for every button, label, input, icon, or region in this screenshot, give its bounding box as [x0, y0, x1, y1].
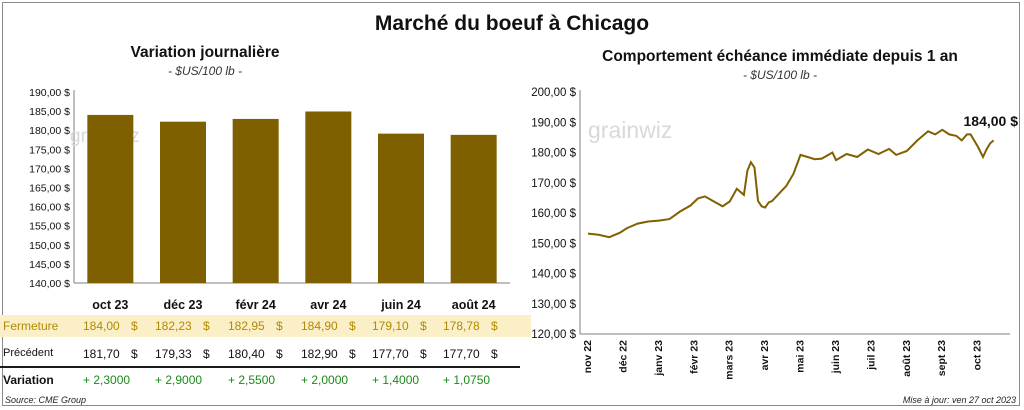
bar-y-tick-label: 150,00 $ [29, 240, 70, 252]
line-y-tick-label: 200,00 $ [531, 87, 576, 99]
line-x-tick-label: janv 23 [653, 340, 665, 377]
cell-dollar: $ [276, 319, 283, 333]
bar-category-label: août 24 [452, 298, 496, 312]
line-x-tick-label: févr 23 [688, 340, 700, 374]
left-chart-unit: - $US/100 lb - [167, 64, 243, 78]
cell-variation-juin24: + 1,4000 [372, 373, 420, 387]
cell-variation-avr24: + 2,0000 [301, 373, 349, 387]
left-chart-title: Variation journalière [130, 44, 280, 61]
bar-y-tick-label: 155,00 $ [29, 221, 70, 233]
bar [450, 134, 497, 283]
row-label-precedent: Précédent [3, 347, 54, 359]
row-label-fermeture: Fermeture [3, 319, 59, 333]
cell-fermeture-aout24: 178,78 [443, 319, 480, 333]
line-y-tick-label: 130,00 $ [531, 299, 576, 311]
line-x-tick-label: nov 22 [582, 340, 594, 373]
bar-category-label: oct 23 [92, 298, 128, 312]
cell-dollar: $ [349, 347, 356, 361]
bar-category-label: avr 24 [310, 298, 346, 312]
line-y-tick-label: 180,00 $ [531, 148, 576, 160]
right-chart-unit: - $US/100 lb - [742, 68, 818, 82]
cell-precedent-fev24: 180,40 [228, 347, 265, 361]
cell-fermeture-avr24: 184,90 [301, 319, 338, 333]
cell-dollar: $ [276, 347, 283, 361]
bar-category-label: juin 24 [380, 298, 421, 312]
line-y-tick-label: 190,00 $ [531, 117, 576, 129]
bar-y-tick-label: 180,00 $ [29, 125, 70, 137]
cell-dollar: $ [203, 319, 210, 333]
bar-y-tick-label: 145,00 $ [29, 259, 70, 271]
table-divider [0, 366, 520, 368]
outer-frame [2, 2, 1020, 406]
line-x-tick-label: mars 23 [724, 340, 736, 380]
row-label-variation: Variation [3, 373, 54, 387]
cell-precedent-juin24: 177,70 [372, 347, 409, 361]
series-line [587, 128, 995, 239]
line-x-tick-label: déc 22 [617, 340, 629, 373]
cell-precedent-aout24: 177,70 [443, 347, 480, 361]
table-row-variation: Variation + 2,3000 + 2,9000 + 2,5500 + 2… [0, 369, 520, 391]
bar-y-tick-label: 190,00 $ [29, 87, 70, 99]
cell-dollar: $ [349, 319, 356, 333]
cell-dollar: $ [491, 347, 498, 361]
right-watermark: grainwiz [588, 117, 672, 143]
bar-y-tick-label: 140,00 $ [29, 278, 70, 290]
bar [160, 121, 206, 283]
line-x-tick-label: oct 23 [972, 340, 984, 371]
bar [87, 114, 134, 283]
cell-variation-fev24: + 2,5500 [228, 373, 276, 387]
bar-y-tick-label: 185,00 $ [29, 106, 70, 118]
cell-variation-aout24: + 1,0750 [443, 373, 491, 387]
bar [378, 133, 424, 283]
cell-dollar: $ [203, 347, 210, 361]
bar-y-tick-label: 165,00 $ [29, 183, 70, 195]
bar [305, 111, 352, 284]
cell-dollar: $ [420, 319, 427, 333]
right-chart-title: Comportement échéance immédiate depuis 1… [602, 48, 958, 65]
line-x-tick-label: août 23 [901, 340, 913, 377]
bar-y-tick-label: 170,00 $ [29, 163, 70, 175]
line-x-tick-label: juin 23 [830, 340, 842, 374]
cell-fermeture-juin24: 179,10 [372, 319, 409, 333]
cell-variation-dec23: + 2,9000 [155, 373, 203, 387]
footer-source: Source: CME Group [5, 395, 87, 405]
cell-dollar: $ [491, 319, 498, 333]
line-y-tick-label: 160,00 $ [531, 208, 576, 220]
cell-dollar: $ [420, 347, 427, 361]
footer-update: Mise à jour: ven 27 oct 2023 [902, 395, 1016, 405]
last-value-label: 184,00 $ [964, 113, 1019, 129]
bar [232, 118, 279, 283]
table-row-fermeture: Fermeture 184,00 $ 182,23 $ 182,95 $ [0, 315, 325, 337]
page-title: Marché du boeuf à Chicago [374, 12, 650, 35]
line-x-tick-label: mai 23 [795, 340, 807, 373]
line-chart: grainwiz 120,00 $ 130,00 $ 140,00 $ 150,00 … [531, 87, 1019, 380]
cell-precedent-oct23: 181,70 [83, 347, 120, 361]
bar-y-tick-label: 175,00 $ [29, 144, 70, 156]
cell-fermeture-fev24: 182,95 [228, 319, 265, 333]
line-y-tick-label: 140,00 $ [531, 269, 576, 281]
line-x-tick-label: sept 23 [936, 340, 948, 376]
cell-fermeture-dec23: 182,23 [155, 319, 192, 333]
line-y-tick-label: 170,00 $ [531, 178, 576, 190]
cell-fermeture-oct23: 184,00 [83, 319, 120, 333]
line-y-tick-label: 120,00 $ [531, 329, 576, 341]
line-x-tick-label: avr 23 [759, 340, 771, 371]
bar-category-label: févr 24 [236, 298, 276, 312]
cell-dollar: $ [131, 347, 138, 361]
line-x-tick-label: juil 23 [865, 340, 877, 371]
bar-category-label: déc 23 [164, 298, 203, 312]
cell-variation-oct23: + 2,3000 [83, 373, 131, 387]
cell-precedent-dec23: 179,33 [155, 347, 192, 361]
bar-chart: 140,00 $ 145,00 $ 150,00 $ 155,00 $ 160,00 $… [29, 87, 510, 312]
table-row-precedent: Précédent 181,70 $ 179,33 $ 180,40 $ 182,90… [0, 343, 520, 365]
cell-precedent-avr24: 182,90 [301, 347, 338, 361]
bar-y-tick-label: 160,00 $ [29, 202, 70, 214]
line-y-tick-label: 150,00 $ [531, 238, 576, 250]
table-row-fermeture-cont: 184,90 $ 179,10 $ 178,78 $ [296, 315, 531, 337]
cell-dollar: $ [131, 319, 138, 333]
